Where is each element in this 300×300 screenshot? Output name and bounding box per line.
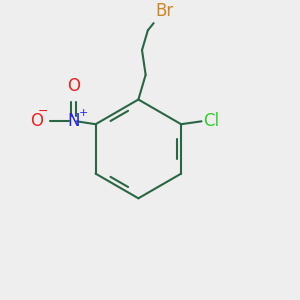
Text: +: + <box>79 108 88 118</box>
Text: O: O <box>67 77 80 95</box>
Text: N: N <box>68 112 80 130</box>
Text: O: O <box>30 112 43 130</box>
Text: Br: Br <box>155 2 173 20</box>
Text: −: − <box>38 105 49 118</box>
Text: Cl: Cl <box>203 112 219 130</box>
